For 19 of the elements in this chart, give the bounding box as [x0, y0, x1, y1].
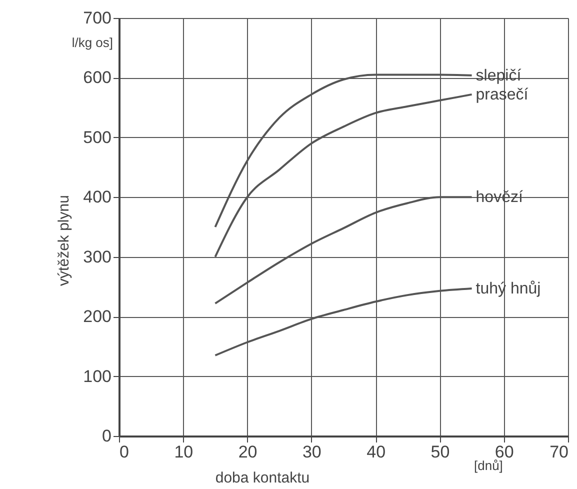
y-tick-label: 0 [102, 426, 112, 446]
y-tick-label: 700 [83, 8, 112, 28]
text: l/kg os] [72, 35, 113, 50]
x-tick-label: 50 [430, 442, 450, 462]
y-tick-label: 100 [83, 366, 112, 386]
y-tick-label: 300 [83, 247, 112, 266]
y-tick-label: 400 [83, 188, 112, 207]
y-tick-label: 600 [83, 68, 112, 88]
x-tick-label: 10 [174, 442, 194, 462]
x-tick-label: 20 [238, 442, 258, 462]
x-tick-label: 30 [302, 442, 322, 462]
y-axis-title: výtěžek plynu [56, 195, 72, 286]
x-tick-label: 0 [120, 442, 129, 462]
text: [dnů] [474, 458, 503, 473]
x-axis-title: doba kontaktu [215, 470, 310, 486]
x-tick-label: 70 [550, 442, 568, 462]
y-tick-label: 500 [83, 128, 112, 147]
y-tick-label: 200 [83, 307, 112, 326]
x-tick-label: 40 [366, 442, 386, 462]
